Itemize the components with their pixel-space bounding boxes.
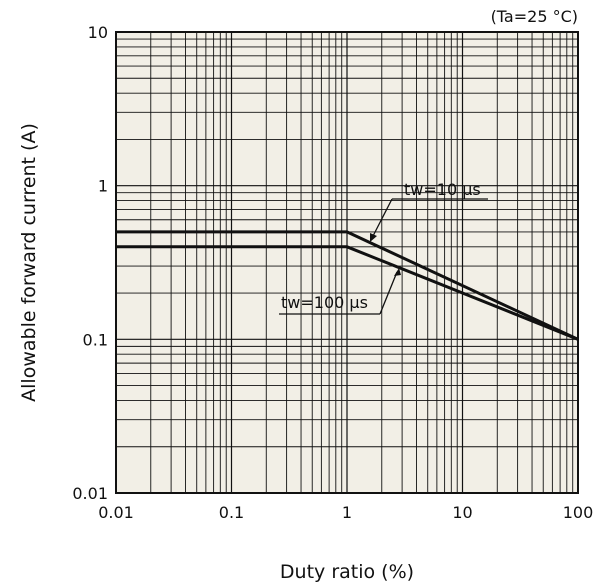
x-tick-label: 0.01 — [98, 503, 134, 522]
leader-arrow-2 — [394, 268, 401, 276]
leader-line-1 — [371, 198, 393, 239]
x-tick-labels: 0.01 0.1 1 10 100 — [98, 503, 593, 522]
y-tick-label: 0.01 — [72, 484, 108, 503]
grid — [115, 32, 578, 494]
annotations: tw=10 μs tw=100 μs — [279, 180, 488, 315]
x-tick-label: 0.1 — [219, 503, 244, 522]
y-axis-title: Allowable forward current (A) — [18, 123, 40, 402]
series-layer — [116, 230, 579, 341]
leader-line-2 — [379, 271, 398, 315]
y-tick-labels: 0.01 0.1 1 10 — [72, 23, 108, 503]
series-label-2: tw=100 μs — [281, 293, 368, 312]
series-line-1 — [116, 230, 579, 341]
series-line-2 — [116, 245, 579, 341]
y-tick-label: 0.1 — [83, 330, 108, 349]
x-tick-label: 10 — [452, 503, 472, 522]
y-tick-label: 10 — [88, 23, 108, 42]
x-axis-title: Duty ratio (%) — [280, 561, 414, 583]
series-label-1: tw=10 μs — [404, 180, 481, 199]
plot-frame — [115, 31, 579, 494]
leader-arrow-1 — [370, 233, 377, 242]
condition-note: (Ta=25 °C) — [491, 7, 578, 26]
x-tick-label: 100 — [563, 503, 594, 522]
y-tick-label: 1 — [98, 177, 108, 196]
x-tick-label: 1 — [342, 503, 352, 522]
